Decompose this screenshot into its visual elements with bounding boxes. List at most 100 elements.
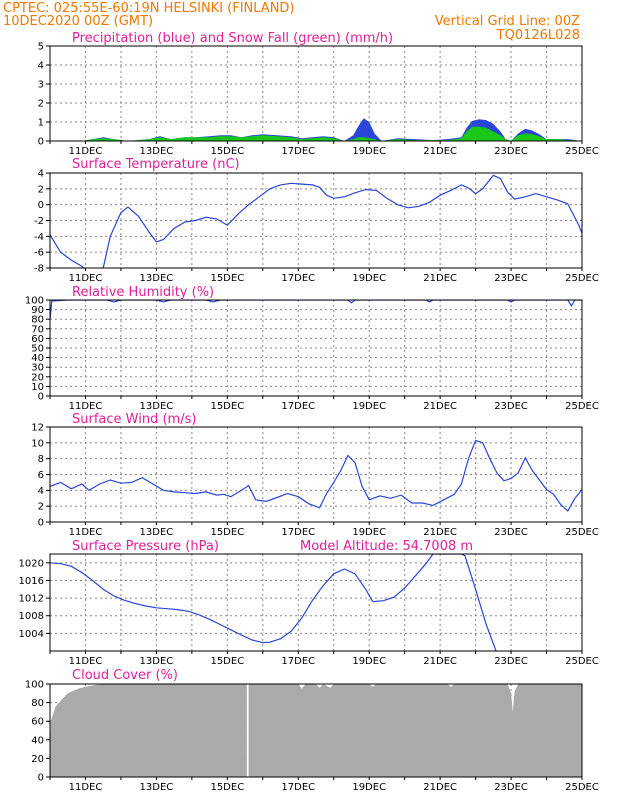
y-tick-label: 60 <box>31 717 44 728</box>
y-tick-label: 8 <box>38 454 44 465</box>
x-tick-label: 15DEC <box>210 146 244 157</box>
x-tick-label: 11DEC <box>69 782 103 793</box>
x-tick-label: 11DEC <box>69 527 103 538</box>
y-tick-label: 12 <box>31 423 44 434</box>
wind-line <box>50 439 582 512</box>
x-tick-label: 21DEC <box>423 527 457 538</box>
plot-frame <box>49 553 583 652</box>
x-tick-label: 19DEC <box>352 273 386 284</box>
plot-frame <box>49 45 583 142</box>
x-tick-label: 25DEC <box>565 527 599 538</box>
x-tick-label: 13DEC <box>140 401 174 412</box>
y-tick-label: -2 <box>34 216 44 227</box>
y-tick-label: 80 <box>31 698 44 709</box>
x-tick-label: 21DEC <box>423 401 457 412</box>
y-tick-label: -8 <box>34 264 44 275</box>
y-tick-label: 5 <box>38 42 44 53</box>
header-grid-line: Vertical Grid Line: 00Z <box>435 14 580 29</box>
x-tick-label: 17DEC <box>281 782 315 793</box>
y-tick-label: 1012 <box>19 594 44 605</box>
y-tick-label: -4 <box>34 232 44 243</box>
x-tick-label: 17DEC <box>281 146 315 157</box>
x-tick-label: 13DEC <box>140 273 174 284</box>
y-tick-label: 0 <box>38 200 44 211</box>
plot-frame <box>49 299 583 397</box>
y-tick-label: 40 <box>31 353 44 364</box>
y-tick-label: 2 <box>38 99 44 110</box>
y-tick-label: 100 <box>25 680 44 691</box>
cloud-cover-area <box>50 684 582 777</box>
x-tick-label: 21DEC <box>423 273 457 284</box>
y-tick-label: 4 <box>38 486 44 497</box>
y-tick-label: 0 <box>38 137 44 148</box>
plot-frame <box>49 683 583 778</box>
x-tick-label: 15DEC <box>210 273 244 284</box>
x-tick-label: 19DEC <box>352 782 386 793</box>
x-tick-label: 19DEC <box>352 146 386 157</box>
panel-subtitle: Model Altitude: 54.7008 m <box>300 539 473 554</box>
rh-line <box>50 300 582 320</box>
y-tick-label: 1008 <box>19 611 44 622</box>
y-tick-label: 20 <box>31 372 44 383</box>
temp-line <box>50 174 582 268</box>
panel-title: Surface Wind (m/s) <box>72 412 196 427</box>
x-tick-label: 25DEC <box>565 146 599 157</box>
y-tick-label: 4 <box>38 61 44 72</box>
x-tick-label: 17DEC <box>281 656 315 667</box>
x-tick-label: 25DEC <box>565 273 599 284</box>
x-tick-label: 25DEC <box>565 782 599 793</box>
y-tick-label: 40 <box>31 735 44 746</box>
x-tick-label: 25DEC <box>565 401 599 412</box>
y-tick-label: 0 <box>38 518 44 529</box>
y-tick-label: 10 <box>31 438 44 449</box>
y-tick-label: 0 <box>38 392 44 403</box>
y-tick-label: 60 <box>31 334 44 345</box>
x-tick-label: 23DEC <box>494 146 528 157</box>
x-tick-label: 19DEC <box>352 527 386 538</box>
x-tick-label: 11DEC <box>69 656 103 667</box>
x-tick-label: 15DEC <box>210 401 244 412</box>
y-tick-label: 4 <box>38 169 44 180</box>
x-tick-label: 21DEC <box>423 782 457 793</box>
x-tick-label: 15DEC <box>210 782 244 793</box>
x-tick-label: 19DEC <box>352 656 386 667</box>
panel-title: Surface Pressure (hPa) <box>72 539 219 554</box>
y-tick-label: 2 <box>38 184 44 195</box>
x-tick-label: 21DEC <box>423 656 457 667</box>
header-date: 10DEC2020 00Z (GMT) <box>3 14 153 29</box>
y-tick-label: 70 <box>31 324 44 335</box>
precipitation-panel: 0 1 2 3 4 5 11DEC 13DEC 15DEC 17DEC 19DEC 21DEC 23DE… <box>38 31 599 157</box>
x-tick-label: 11DEC <box>69 401 103 412</box>
x-tick-label: 13DEC <box>140 782 174 793</box>
panel-title: Precipitation (blue) and Snow Fall (gree… <box>72 31 393 46</box>
panel-title: Cloud Cover (%) <box>72 668 178 683</box>
x-tick-label: 13DEC <box>140 527 174 538</box>
x-tick-label: 23DEC <box>494 527 528 538</box>
y-tick-label: 1016 <box>19 576 44 587</box>
header-model-code: TQ0126L028 <box>496 28 580 43</box>
y-tick-label: 6 <box>38 470 44 481</box>
x-tick-label: 15DEC <box>210 656 244 667</box>
y-tick-label: 80 <box>31 315 44 326</box>
y-tick-label: 10 <box>31 382 44 393</box>
precip-series-green <box>81 126 582 141</box>
y-tick-label: 1020 <box>19 558 44 569</box>
y-tick-label: 0 <box>38 773 44 784</box>
x-tick-label: 19DEC <box>352 401 386 412</box>
y-tick-label: 50 <box>31 344 44 355</box>
y-tick-label: 30 <box>31 363 44 374</box>
x-tick-label: 17DEC <box>281 527 315 538</box>
panel-title: Relative Humidity (%) <box>72 285 214 300</box>
x-tick-label: 17DEC <box>281 273 315 284</box>
x-tick-label: 17DEC <box>281 401 315 412</box>
pres-line <box>50 554 497 651</box>
y-tick-label: 1 <box>38 118 44 129</box>
y-tick-label: -6 <box>34 248 44 259</box>
panel-title: Surface Temperature (nC) <box>72 157 240 172</box>
y-tick-label: 20 <box>31 754 44 765</box>
y-tick-label: 2 <box>38 502 44 513</box>
x-tick-label: 25DEC <box>565 656 599 667</box>
x-tick-label: 11DEC <box>69 273 103 284</box>
